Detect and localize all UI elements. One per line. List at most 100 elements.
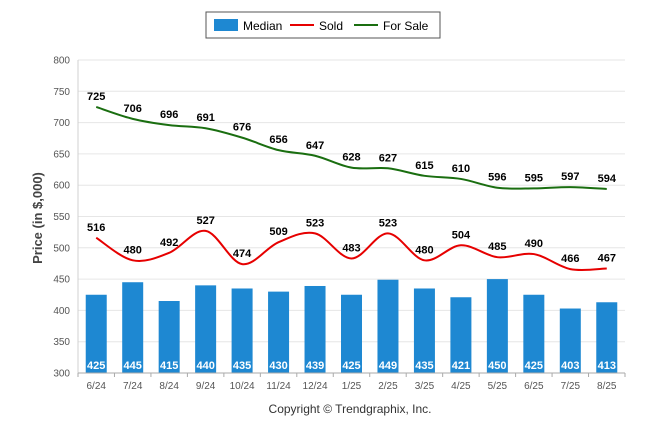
y-tick-label: 650 xyxy=(53,149,70,160)
for-sale-data-label: 647 xyxy=(306,140,324,152)
series-lines xyxy=(95,105,607,272)
x-tick-label: 1/25 xyxy=(342,381,362,392)
x-tick-label: 3/25 xyxy=(415,381,435,392)
median-bar-label: 403 xyxy=(561,360,579,372)
sold-data-label: 480 xyxy=(124,244,142,256)
sold-data-label: 509 xyxy=(269,226,287,238)
sold-data-label: 466 xyxy=(561,253,579,265)
median-bars xyxy=(85,279,618,373)
legend-label-median: Median xyxy=(243,19,282,33)
median-bar-label: 435 xyxy=(415,360,433,372)
x-tick-label: 8/25 xyxy=(597,381,617,392)
data-labels: 425 445 415 440 435 430 439 425 449 435 421 450 425 4… xyxy=(87,91,617,372)
x-tick-label: 7/24 xyxy=(123,381,143,392)
for-sale-data-label: 597 xyxy=(561,171,579,183)
x-tick-label: 11/24 xyxy=(266,381,291,392)
for-sale-data-label: 628 xyxy=(342,152,360,164)
x-tick-label: 10/24 xyxy=(230,381,255,392)
sold-data-label: 504 xyxy=(452,229,471,241)
y-axis-ticks: 300 350 400 450 500 550 600 650 700 750 800 xyxy=(53,56,70,380)
median-bar xyxy=(413,288,435,373)
median-bar xyxy=(304,285,326,373)
median-bar-label: 425 xyxy=(525,360,543,372)
for-sale-data-label: 610 xyxy=(452,163,470,175)
median-bar xyxy=(523,294,545,373)
median-bar xyxy=(158,301,180,373)
median-bar-label: 449 xyxy=(379,360,397,372)
x-tick-label: 5/25 xyxy=(488,381,508,392)
sold-data-label: 523 xyxy=(379,217,397,229)
x-axis-ticks: 6/24 7/24 8/24 9/24 10/24 11/24 12/24 1/25 2/25 3… xyxy=(77,372,626,392)
x-tick-label: 12/24 xyxy=(303,381,328,392)
median-bar-label: 413 xyxy=(598,360,616,372)
legend-label-sold: Sold xyxy=(319,19,343,33)
median-bar-label: 440 xyxy=(196,360,214,372)
median-bar-label: 430 xyxy=(269,360,287,372)
sold-data-label: 483 xyxy=(342,242,360,254)
median-bar xyxy=(122,282,144,373)
sold-line xyxy=(95,229,607,272)
y-tick-label: 750 xyxy=(53,87,70,98)
median-bar-label: 439 xyxy=(306,360,324,372)
y-tick-label: 450 xyxy=(53,275,70,286)
median-bar xyxy=(486,279,508,373)
median-bar xyxy=(596,302,618,373)
x-tick-label: 4/25 xyxy=(451,381,471,392)
for-sale-data-label: 696 xyxy=(160,109,178,121)
for-sale-data-label: 725 xyxy=(87,91,105,103)
y-tick-label: 300 xyxy=(53,369,70,380)
median-bar-label: 415 xyxy=(160,360,178,372)
median-bar-label: 450 xyxy=(488,360,506,372)
median-bar xyxy=(268,291,290,373)
median-bar-label: 421 xyxy=(452,360,470,372)
for-sale-data-label: 627 xyxy=(379,152,397,164)
sold-data-label: 523 xyxy=(306,217,324,229)
for-sale-data-label: 691 xyxy=(196,112,214,124)
median-bar xyxy=(195,285,217,373)
x-tick-label: 7/25 xyxy=(561,381,581,392)
for-sale-data-label: 656 xyxy=(269,134,287,146)
x-tick-label: 6/24 xyxy=(86,381,106,392)
for-sale-line xyxy=(95,105,607,190)
for-sale-data-label: 615 xyxy=(415,160,433,172)
sold-data-label: 485 xyxy=(488,241,506,253)
for-sale-data-label: 676 xyxy=(233,122,251,134)
legend: Median Sold For Sale xyxy=(205,11,441,39)
x-tick-label: 6/25 xyxy=(524,381,544,392)
median-bar xyxy=(341,294,362,373)
y-axis-label: Price (in $,000) xyxy=(30,172,45,264)
median-bar-label: 425 xyxy=(87,360,105,372)
y-tick-label: 500 xyxy=(53,243,70,254)
sold-data-label: 474 xyxy=(233,248,252,260)
legend-label-for-sale: For Sale xyxy=(383,19,429,33)
median-bar xyxy=(559,308,581,373)
legend-box xyxy=(205,11,441,39)
median-bar-label: 445 xyxy=(124,360,142,372)
x-tick-label: 9/24 xyxy=(196,381,216,392)
sold-data-label: 492 xyxy=(160,237,178,249)
y-tick-label: 600 xyxy=(53,181,70,192)
copyright-footer: Copyright © Trendgraphix, Inc. xyxy=(269,402,432,416)
x-tick-label: 8/24 xyxy=(159,381,179,392)
for-sale-data-label: 595 xyxy=(525,172,543,184)
median-bar-label: 435 xyxy=(233,360,251,372)
median-bar xyxy=(450,297,472,373)
y-tick-label: 800 xyxy=(53,56,70,67)
median-bar xyxy=(85,294,107,373)
y-tick-label: 400 xyxy=(53,306,70,317)
sold-data-label: 480 xyxy=(415,244,433,256)
legend-swatch-median xyxy=(214,19,238,31)
x-tick-label: 2/25 xyxy=(378,381,398,392)
median-bar-label: 425 xyxy=(342,360,360,372)
y-tick-label: 550 xyxy=(53,212,70,223)
sold-data-label: 516 xyxy=(87,222,105,234)
for-sale-data-label: 594 xyxy=(598,173,617,185)
for-sale-data-label: 706 xyxy=(124,103,142,115)
sold-data-label: 467 xyxy=(598,252,616,264)
sold-data-label: 527 xyxy=(196,215,214,227)
sold-data-label: 490 xyxy=(525,238,543,250)
y-tick-label: 700 xyxy=(53,118,70,129)
for-sale-data-label: 596 xyxy=(488,172,506,184)
median-bar xyxy=(231,288,253,373)
